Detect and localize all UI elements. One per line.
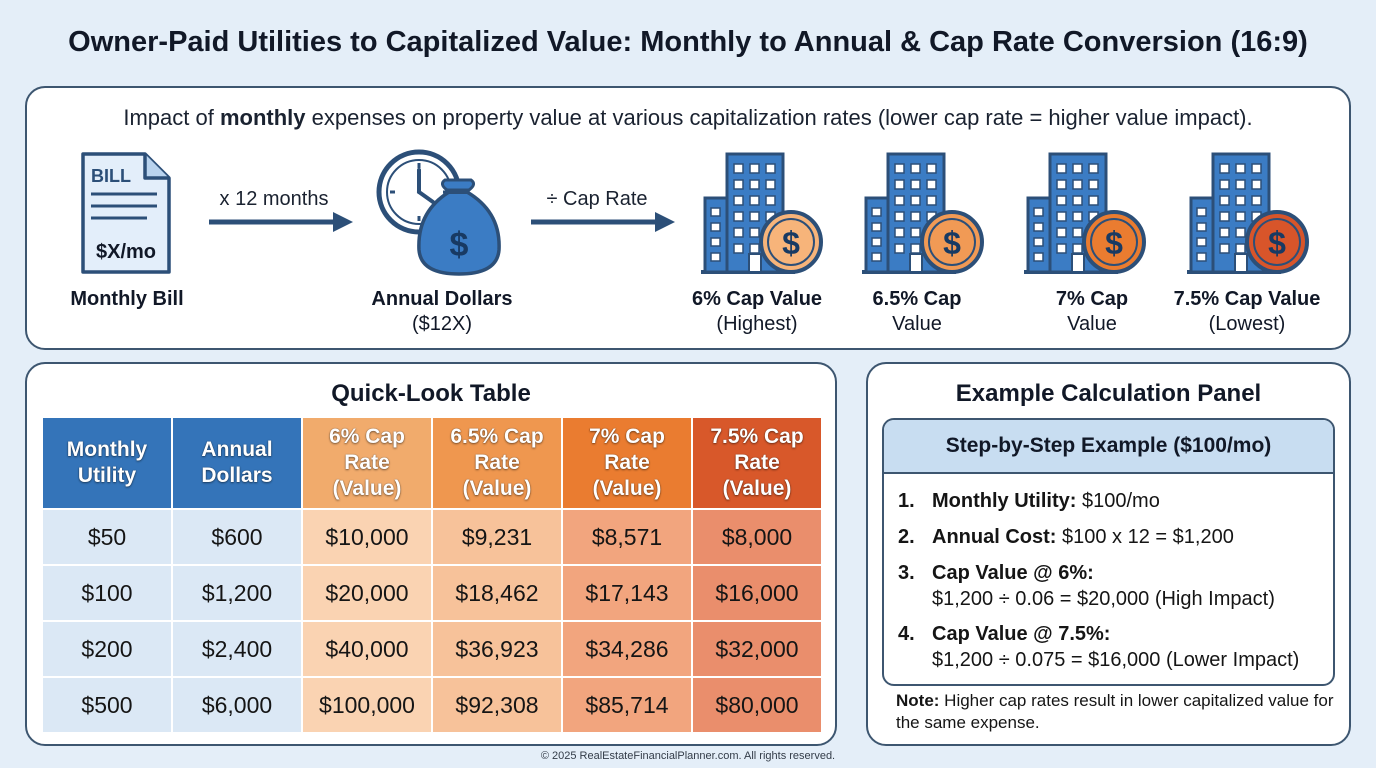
table-cell: $80,000	[691, 676, 823, 734]
flow-label-6-cap: 6% Cap Value (Highest)	[691, 288, 823, 335]
example-calculation-panel: Example Calculation Panel Step-by-Step E…	[866, 362, 1351, 746]
table-cell: $100,000	[301, 676, 433, 734]
table-cell: $34,286	[561, 620, 693, 678]
building-coin-icon: $	[1187, 152, 1309, 274]
table-row: $200 $2,400 $40,000 $36,923 $34,286 $32,…	[41, 620, 823, 678]
table-cell: $6,000	[171, 676, 303, 734]
calc-note: Note: Higher cap rates result in lower c…	[896, 691, 1334, 732]
svg-text:$: $	[1105, 225, 1123, 261]
table-row: $50 $600 $10,000 $9,231 $8,571 $8,000	[41, 508, 823, 566]
page-title: Owner-Paid Utilities to Capitalized Valu…	[68, 26, 1308, 58]
svg-text:$: $	[943, 225, 961, 261]
table-cell: $20,000	[301, 564, 433, 622]
table-cell: $9,231	[431, 508, 563, 566]
bill-header: BILL	[91, 166, 131, 186]
table-cell: $1,200	[171, 564, 303, 622]
step-by-step-box: Step-by-Step Example ($100/mo) 1. Monthly…	[882, 418, 1335, 686]
header-7-5-cap: 7.5% Cap Rate (Value)	[691, 416, 823, 510]
copyright-footer: © 2025 RealEstateFinancialPlanner.com. A…	[540, 750, 836, 762]
table-cell: $36,923	[431, 620, 563, 678]
table-cell: $40,000	[301, 620, 433, 678]
calc-step: 1. Monthly Utility: $100/mo	[898, 490, 1160, 512]
table-row: $100 $1,200 $20,000 $18,462 $17,143 $16,…	[41, 564, 823, 622]
table-cell: $200	[41, 620, 173, 678]
quick-look-table: Monthly Utility Annual Dollars 6% Cap Rate(…	[41, 416, 823, 734]
header-6-5-cap: 6.5% Cap Rate (Value)	[431, 416, 563, 510]
table-cell: $100	[41, 564, 173, 622]
table-cell: $10,000	[301, 508, 433, 566]
table-title: Quick-Look Table	[331, 380, 531, 407]
arrow-label-months: x 12 months	[219, 188, 329, 210]
header-6-cap: 6% Cap Rate (Value)	[301, 416, 433, 510]
table-cell: $8,000	[691, 508, 823, 566]
table-cell: $600	[171, 508, 303, 566]
table-cell: $17,143	[561, 564, 693, 622]
clock-money-bag-icon: $	[376, 149, 501, 276]
building-coin-icon: $	[862, 152, 984, 274]
header-7-cap: 7% Cap Rate (Value)	[561, 416, 693, 510]
quick-look-table-panel: Quick-Look Table Monthly Utility Annual Do…	[25, 362, 837, 746]
table-cell: $50	[41, 508, 173, 566]
step-box-title: Step-by-Step Example ($100/mo)	[884, 420, 1333, 474]
table-cell: $16,000	[691, 564, 823, 622]
table-cell: $500	[41, 676, 173, 734]
table-cell: $85,714	[561, 676, 693, 734]
svg-text:$: $	[782, 225, 800, 261]
table-cell: $2,400	[171, 620, 303, 678]
flow-label-annual-dollars: Annual Dollars ($12X)	[371, 288, 513, 335]
svg-text:$: $	[1268, 225, 1286, 261]
header-monthly-utility: Monthly Utility	[41, 416, 173, 510]
bill-icon: BILL $X/mo	[81, 152, 171, 274]
table-cell: $18,462	[431, 564, 563, 622]
flow-label-monthly-bill: Monthly Bill	[70, 288, 184, 310]
arrow-right-icon	[209, 212, 353, 232]
table-cell: $92,308	[431, 676, 563, 734]
conversion-flow-panel: Impact of monthly expenses on property v…	[25, 86, 1351, 350]
calc-step: 3. Cap Value @ 6%: $1,200 ÷ 0.06 = $20,00…	[898, 562, 1275, 610]
flow-label-7-cap: 7% Cap Value	[1055, 288, 1129, 335]
table-row: $500 $6,000 $100,000 $92,308 $85,714 $80…	[41, 676, 823, 734]
arrow-label-cap-rate: ÷ Cap Rate	[546, 188, 648, 210]
calc-title: Example Calculation Panel	[955, 380, 1262, 407]
table-header-row: Monthly Utility Annual Dollars 6% Cap Rate(…	[41, 416, 823, 510]
table-cell: $32,000	[691, 620, 823, 678]
svg-text:$: $	[450, 226, 469, 264]
bill-amount: $X/mo	[96, 241, 156, 263]
building-coin-icon: $	[701, 152, 823, 274]
flow-subtitle: Impact of monthly expenses on property v…	[123, 105, 1253, 130]
building-coin-icon: $	[1024, 152, 1146, 274]
calc-step: 2. Annual Cost: $100 x 12 = $1,200	[898, 526, 1234, 548]
calc-step: 4. Cap Value @ 7.5%: $1,200 ÷ 0.075 = $16…	[898, 623, 1300, 671]
flow-label-6-5-cap: 6.5% Cap Value	[872, 288, 962, 335]
header-annual-dollars: Annual Dollars	[171, 416, 303, 510]
arrow-right-icon	[531, 212, 675, 232]
table-cell: $8,571	[561, 508, 693, 566]
flow-label-7-5-cap: 7.5% Cap Value (Lowest)	[1173, 288, 1321, 335]
